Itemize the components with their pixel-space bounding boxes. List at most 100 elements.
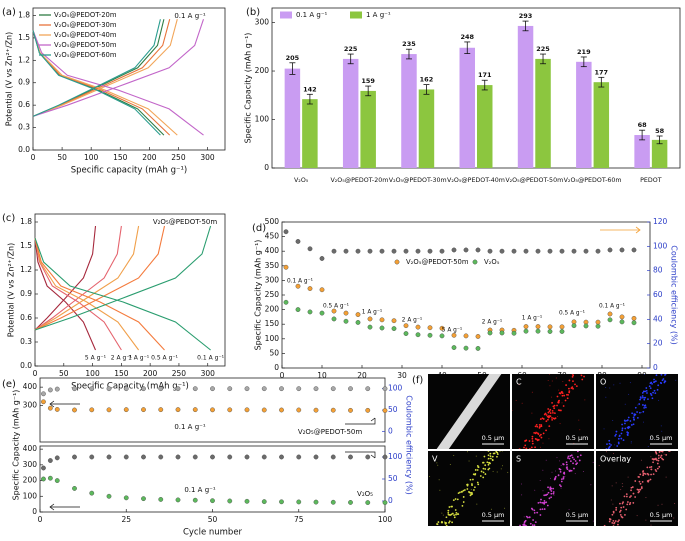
bar (593, 82, 610, 168)
signal-dot (483, 455, 486, 458)
data-point (382, 408, 388, 413)
y2-tick-label: 50 (388, 405, 398, 414)
noise-dot (487, 458, 489, 460)
y-tick-label: 50 (269, 348, 279, 357)
data-point (89, 386, 95, 392)
signal-dot (621, 423, 623, 426)
data-point (535, 324, 541, 329)
data-point (331, 316, 337, 322)
data-point (403, 248, 409, 254)
signal-dot (523, 520, 526, 523)
y-tick-label: 0 (264, 163, 269, 172)
x-tick-label: V₂O₅ (294, 177, 309, 184)
annotation: 1 A g⁻¹ (522, 315, 542, 322)
legend-swatch (472, 259, 478, 265)
signal-dot (551, 417, 553, 419)
signal-dot (614, 520, 617, 522)
signal-dot (568, 390, 571, 393)
signal-dot (638, 476, 640, 478)
signal-dot (641, 395, 644, 397)
signal-dot (531, 524, 534, 526)
signal-dot (559, 468, 562, 471)
data-point (261, 454, 267, 460)
signal-dot (570, 387, 573, 390)
data-point (319, 310, 325, 316)
data-point (261, 499, 267, 505)
noise-dot (605, 396, 607, 398)
signal-dot (484, 473, 487, 475)
data-point (382, 386, 388, 392)
data-point (158, 454, 164, 460)
signal-dot (487, 454, 490, 457)
signal-dot (574, 383, 576, 386)
data-point (72, 386, 77, 392)
noise-dot (629, 382, 631, 384)
noise-dot (549, 385, 551, 387)
signal-dot (625, 419, 628, 422)
signal-dot (524, 440, 526, 442)
data-point (595, 323, 601, 329)
signal-dot (561, 390, 563, 393)
element-label: Overlay (600, 455, 631, 464)
signal-dot (606, 443, 608, 446)
signal-dot (524, 444, 527, 447)
x-tick-label: 0 (31, 153, 36, 162)
noise-dot (554, 478, 556, 480)
noise-dot (661, 503, 663, 505)
signal-dot (607, 447, 610, 449)
bar-value-label: 68 (638, 121, 648, 129)
data-point (523, 324, 529, 329)
signal-dot (470, 491, 473, 494)
signal-dot (653, 389, 656, 392)
signal-dot (650, 466, 653, 468)
signal-dot (637, 491, 640, 494)
y-tick-label: 100 (255, 115, 270, 124)
data-point (365, 386, 371, 392)
signal-dot (629, 420, 632, 422)
signal-dot (482, 471, 485, 474)
signal-dot (482, 467, 485, 470)
data-point (175, 454, 181, 460)
noise-dot (438, 479, 440, 481)
signal-dot (569, 460, 572, 463)
element-label: O (600, 378, 606, 387)
data-point (313, 386, 319, 392)
data-point (607, 317, 613, 323)
annotation: V₂O₅@PEDOT-50m (153, 218, 218, 226)
signal-dot (542, 501, 545, 504)
signal-dot (611, 513, 614, 516)
signal-dot (615, 509, 618, 511)
data-point (535, 328, 541, 334)
data-point (379, 317, 385, 323)
data-point (313, 454, 319, 460)
signal-dot (612, 525, 615, 526)
micrograph-content (598, 451, 676, 526)
panel-label: (a) (2, 7, 16, 18)
noise-dot (512, 410, 513, 412)
legend-label: V₂O₅@PEDOT-40m (54, 31, 117, 39)
x-tick-label: 100 (85, 369, 100, 378)
signal-dot (650, 473, 652, 476)
data-point (89, 454, 95, 460)
x-tick-label: 250 (171, 153, 186, 162)
signal-dot (580, 374, 583, 377)
noise-dot (645, 496, 647, 498)
bar (651, 139, 668, 168)
signal-dot (528, 448, 531, 449)
noise-dot (504, 507, 506, 509)
y-tick-label: 1.8 (20, 217, 32, 226)
signal-dot (561, 394, 564, 397)
noise-dot (460, 490, 462, 492)
signal-dot (624, 422, 626, 425)
data-point (571, 248, 577, 254)
y2-tick-label: 0 (388, 496, 393, 505)
bar (418, 89, 435, 168)
x-tick-label: 50 (59, 369, 69, 378)
signal-dot (492, 452, 495, 455)
signal-dot (472, 478, 474, 481)
signal-dot (534, 425, 537, 428)
noise-dot (624, 403, 626, 405)
arrow (345, 451, 376, 459)
signal-dot (466, 488, 469, 490)
